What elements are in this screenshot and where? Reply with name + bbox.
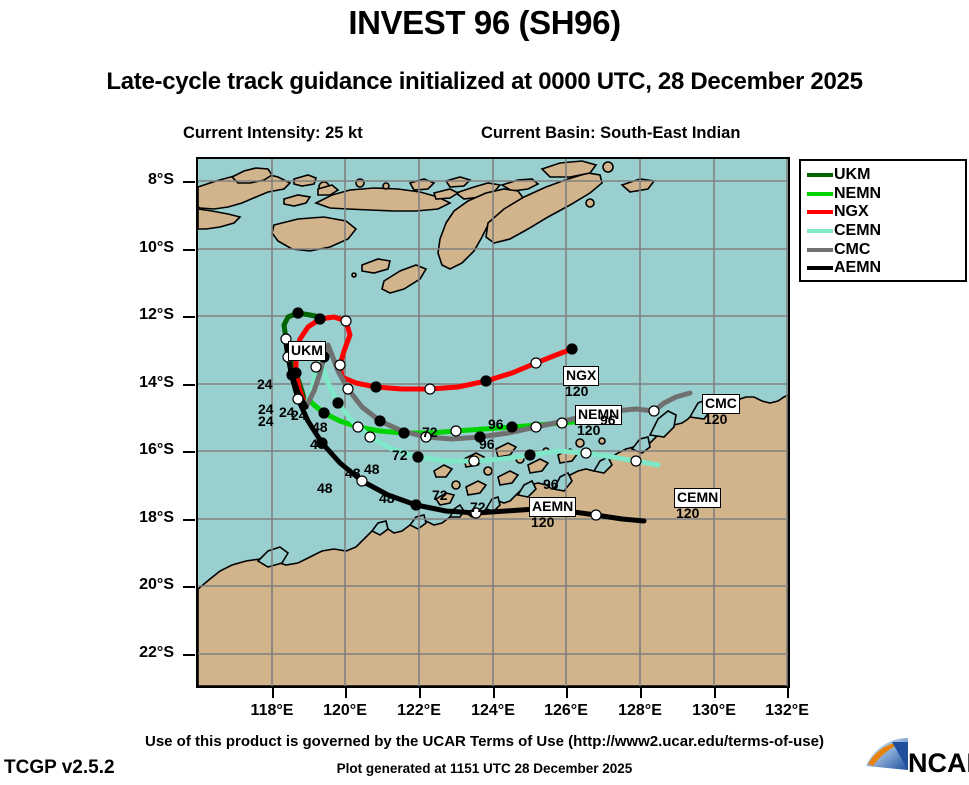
legend-item-aemn[interactable]: AEMN — [807, 259, 965, 278]
forecast-hour-label: 48 — [345, 465, 361, 481]
version-label: TCGP v2.5.2 — [4, 757, 115, 778]
forecast-hour-label: 48 — [364, 461, 380, 477]
legend-label: NGX — [834, 203, 869, 221]
x-tick-label: 124°E — [471, 702, 515, 719]
forecast-hour-label: 24 — [291, 407, 307, 423]
terms-of-use: Use of this product is governed by the U… — [145, 733, 824, 750]
x-tick-mark — [419, 688, 421, 698]
map-label-aemn: AEMN — [529, 497, 577, 517]
track-map — [196, 157, 790, 688]
forecast-hour-label: 72 — [432, 487, 448, 503]
current-basin-text: Current Basin: South-East Indian — [481, 124, 741, 142]
forecast-hour-label: 24 — [257, 376, 273, 392]
legend-swatch-cemn — [807, 229, 833, 234]
track-markers — [280, 307, 660, 521]
forecast-hour-label: 96 — [479, 436, 495, 452]
legend-swatch-nemn — [807, 191, 833, 196]
map-label-cemn: CEMN — [674, 488, 722, 508]
model-legend: UKM NEMN NGX CEMN CMC AEMN — [799, 159, 967, 282]
x-tick-label: 118°E — [250, 702, 294, 719]
plot-generated-label: Plot generated at 1151 UTC 28 December 2… — [336, 761, 633, 776]
map-label-hour-cemn: 120 — [676, 505, 700, 521]
map-label-hour-ngx: 120 — [565, 383, 589, 399]
gridlines — [198, 159, 788, 686]
x-tick-label: 128°E — [618, 702, 662, 719]
y-tick-mark — [183, 654, 195, 656]
x-tick-mark — [787, 688, 789, 698]
legend-swatch-cmc — [807, 247, 833, 252]
map-label-hour-nemn: 120 — [577, 422, 601, 438]
x-tick-mark — [566, 688, 568, 698]
y-tick-label: 10°S — [139, 239, 174, 256]
legend-item-ngx[interactable]: NGX — [807, 203, 965, 222]
forecast-hour-label: 72 — [470, 499, 486, 515]
x-tick-label: 120°E — [323, 702, 367, 719]
forecast-hour-label: 48 — [310, 436, 326, 452]
forecast-hour-label: 96 — [543, 476, 559, 492]
forecast-hour-label: 24 — [279, 404, 295, 420]
forecast-hour-label: 24 — [258, 401, 274, 417]
map-label-nemn: NEMN — [575, 405, 623, 425]
y-tick-mark — [183, 451, 195, 453]
y-tick-mark — [183, 316, 195, 318]
y-tick-label: 8°S — [148, 171, 174, 188]
x-tick-mark — [345, 688, 347, 698]
y-tick-label: 22°S — [139, 644, 174, 661]
x-tick-label: 130°E — [692, 702, 736, 719]
legend-item-cemn[interactable]: CEMN — [807, 222, 965, 241]
x-tick-label: 132°E — [765, 702, 809, 719]
forecast-hour-label: 48 — [312, 419, 328, 435]
y-tick-mark — [183, 249, 195, 251]
forecast-hour-label: 48 — [317, 480, 333, 496]
y-tick-mark — [183, 384, 195, 386]
legend-item-ukm[interactable]: UKM — [807, 166, 965, 185]
x-tick-label: 122°E — [397, 702, 441, 719]
x-tick-mark — [272, 688, 274, 698]
map-label-ukm: UKM — [288, 341, 326, 361]
legend-label: AEMN — [834, 259, 882, 277]
map-label-cmc: CMC — [702, 394, 740, 414]
y-tick-label: 18°S — [139, 509, 174, 526]
legend-swatch-aemn — [807, 266, 833, 271]
page-title: INVEST 96 (SH96) — [348, 4, 621, 41]
forecast-hour-label: 72 — [392, 447, 408, 463]
legend-swatch-ngx — [807, 210, 833, 215]
legend-label: CEMN — [834, 222, 882, 240]
map-label-hour-aemn: 120 — [531, 514, 555, 530]
y-tick-mark — [183, 181, 195, 183]
legend-label: NEMN — [834, 184, 882, 202]
y-tick-label: 12°S — [139, 306, 174, 323]
forecast-hour-label: 24 — [258, 413, 274, 429]
x-tick-mark — [640, 688, 642, 698]
map-frame — [196, 157, 790, 688]
current-intensity-text: Current Intensity: 25 kt — [183, 124, 363, 142]
legend-item-nemn[interactable]: NEMN — [807, 185, 965, 204]
map-label-ngx: NGX — [563, 366, 600, 386]
y-tick-label: 16°S — [139, 441, 174, 458]
forecast-hour-label: 96 — [488, 416, 504, 432]
forecast-hour-label: 48 — [379, 490, 395, 506]
ncar-wordmark: NCAR — [908, 748, 969, 778]
x-tick-label: 126°E — [544, 702, 588, 719]
legend-label: CMC — [834, 240, 871, 258]
legend-swatch-ukm — [807, 173, 833, 178]
forecast-hour-label: 72 — [422, 424, 438, 440]
track-cmc — [303, 342, 693, 442]
y-tick-mark — [183, 519, 195, 521]
page-subtitle: Late-cycle track guidance initialized at… — [106, 68, 863, 95]
legend-label: UKM — [834, 166, 871, 184]
legend-item-cmc[interactable]: CMC — [807, 240, 965, 259]
x-tick-mark — [714, 688, 716, 698]
y-tick-label: 14°S — [139, 374, 174, 391]
map-label-hour-cmc: 120 — [704, 411, 728, 427]
x-tick-mark — [493, 688, 495, 698]
forecast-hour-label: 96 — [600, 412, 616, 428]
map-canvas — [198, 159, 788, 686]
y-tick-mark — [183, 586, 195, 588]
y-tick-label: 20°S — [139, 576, 174, 593]
ncar-logo: NCAR — [864, 736, 969, 780]
